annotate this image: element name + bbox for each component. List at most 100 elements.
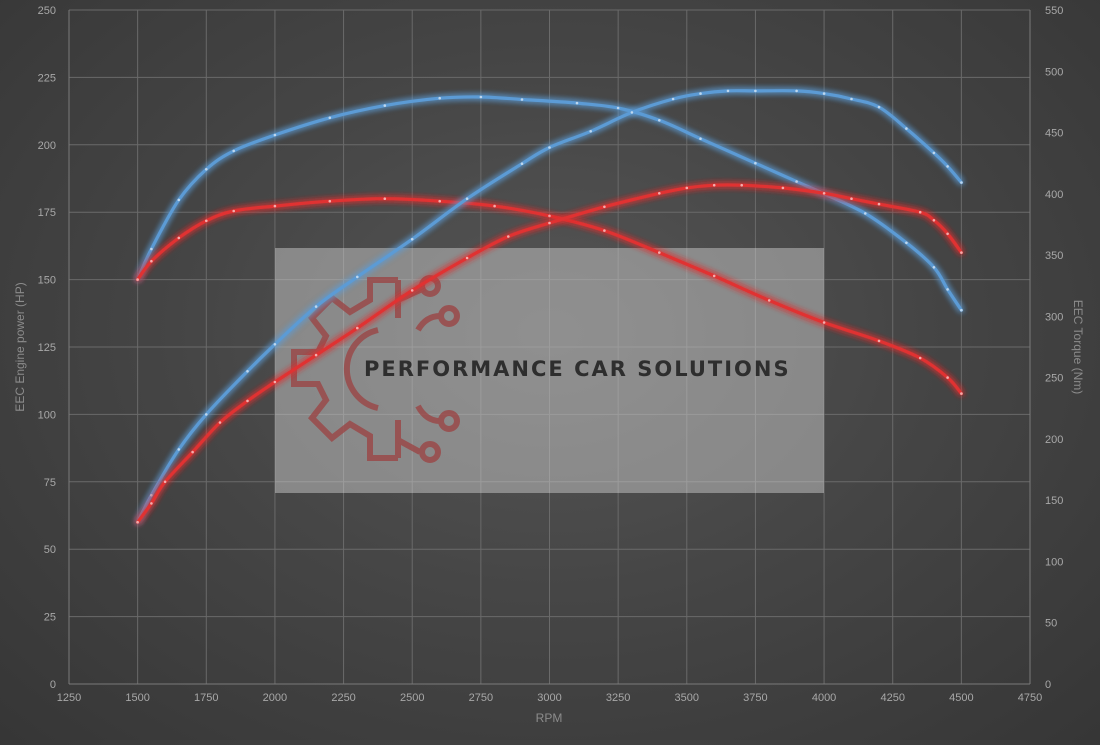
y-right-tick-label: 450 (1045, 128, 1063, 140)
series-point (218, 421, 222, 424)
series-point (356, 275, 359, 279)
y-left-tick-label: 25 (44, 612, 56, 624)
series-point (493, 204, 496, 208)
series-point (150, 502, 153, 505)
series-point (356, 326, 359, 330)
x-tick-label: 4250 (880, 692, 904, 704)
x-tick-label: 1500 (125, 692, 149, 704)
y-left-tick-label: 250 (38, 5, 56, 17)
series-point (328, 199, 332, 203)
series-point (603, 205, 606, 209)
series-point (465, 197, 469, 200)
series-point (177, 198, 181, 202)
x-tick-label: 3250 (606, 692, 630, 704)
series-point (314, 353, 318, 357)
y-right-tick-label: 550 (1045, 5, 1063, 17)
y-right-tick-label: 300 (1045, 311, 1063, 323)
series-point (960, 251, 963, 254)
series-3 (136, 183, 963, 524)
series-point (946, 165, 949, 168)
y-right-axis-title: EEC Torque (Nm) (1071, 300, 1085, 394)
x-axis-title: RPM (536, 711, 563, 725)
series-point (150, 494, 153, 497)
series-point (781, 186, 785, 190)
series-point (589, 130, 592, 133)
series-point (520, 98, 524, 101)
series-point (946, 288, 949, 291)
series-point (520, 162, 524, 165)
series-point (932, 266, 936, 269)
series-point (699, 137, 702, 140)
series-point (328, 116, 332, 120)
series-point (575, 101, 579, 105)
series-point (548, 146, 551, 149)
x-tick-label: 4500 (949, 692, 973, 704)
y-right-tick-label: 250 (1045, 373, 1063, 385)
series-2 (136, 89, 963, 524)
tick-labels: 1250 1500 1750 2000 2250 2500 2750 3000 3250 3500… (38, 5, 1064, 704)
series-point (246, 370, 249, 373)
series-point (273, 204, 277, 208)
series-point (822, 192, 826, 195)
series-point (712, 274, 716, 278)
y-left-tick-label: 75 (44, 477, 56, 489)
series-point (877, 202, 881, 206)
y-left-axis-title: EEC Engine power (HP) (13, 282, 27, 411)
y-right-tick-label: 50 (1045, 618, 1057, 630)
watermark-panel (275, 248, 824, 493)
series-point (754, 161, 757, 165)
series-point (960, 392, 963, 395)
series (136, 89, 963, 524)
series-point (699, 92, 702, 95)
series-point (548, 221, 551, 225)
brand-name: PERFORMANCE CAR SOLUTIONS (364, 357, 791, 381)
series-line (136, 183, 963, 524)
y-left-tick-label: 175 (38, 207, 56, 219)
x-tick-label: 1750 (194, 692, 218, 704)
series-point (658, 192, 661, 195)
series-line (136, 89, 963, 524)
series-point (507, 235, 510, 238)
y-right-tick-label: 500 (1045, 66, 1063, 78)
series-point (136, 520, 139, 524)
series-point (918, 356, 922, 360)
series-point (136, 278, 139, 281)
x-tick-label: 2500 (400, 692, 424, 704)
series-point (671, 97, 675, 101)
series-point (410, 289, 414, 292)
y-left-tick-label: 200 (38, 140, 56, 152)
series-point (795, 180, 798, 183)
y-left-tick-label: 50 (44, 544, 56, 556)
series-point (383, 197, 387, 200)
x-tick-label: 2000 (263, 692, 287, 704)
series-point (410, 237, 414, 241)
y-right-tick-label: 0 (1045, 679, 1051, 691)
series-point (616, 106, 620, 110)
series-point (630, 111, 634, 114)
series-point (877, 105, 881, 109)
series-point (191, 450, 194, 454)
series-point (850, 197, 853, 200)
series-point (232, 209, 235, 213)
x-tick-label: 4750 (1018, 692, 1042, 704)
y-left-tick-label: 150 (38, 275, 56, 287)
y-left-tick-label: 125 (38, 342, 56, 354)
y-right-tick-label: 350 (1045, 250, 1063, 262)
y-right-tick-label: 150 (1045, 495, 1063, 507)
series-point (314, 305, 318, 308)
series-0 (136, 95, 963, 312)
series-point (726, 89, 730, 93)
x-tick-label: 4000 (812, 692, 836, 704)
series-point (850, 97, 853, 101)
series-point (905, 241, 908, 245)
y-right-tick-label: 100 (1045, 556, 1063, 568)
y-left-tick-label: 100 (38, 409, 56, 421)
series-point (205, 413, 208, 416)
x-tick-label: 2250 (331, 692, 355, 704)
series-point (740, 183, 743, 187)
series-point (205, 168, 208, 171)
series-point (946, 232, 949, 236)
series-point (946, 376, 949, 379)
series-point (603, 229, 606, 232)
